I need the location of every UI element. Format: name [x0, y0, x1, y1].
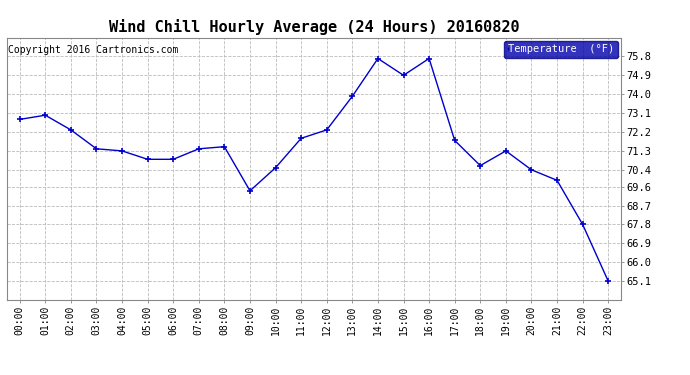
Title: Wind Chill Hourly Average (24 Hours) 20160820: Wind Chill Hourly Average (24 Hours) 201…: [108, 19, 520, 35]
Text: Copyright 2016 Cartronics.com: Copyright 2016 Cartronics.com: [8, 45, 179, 56]
Legend: Temperature  (°F): Temperature (°F): [504, 40, 618, 58]
